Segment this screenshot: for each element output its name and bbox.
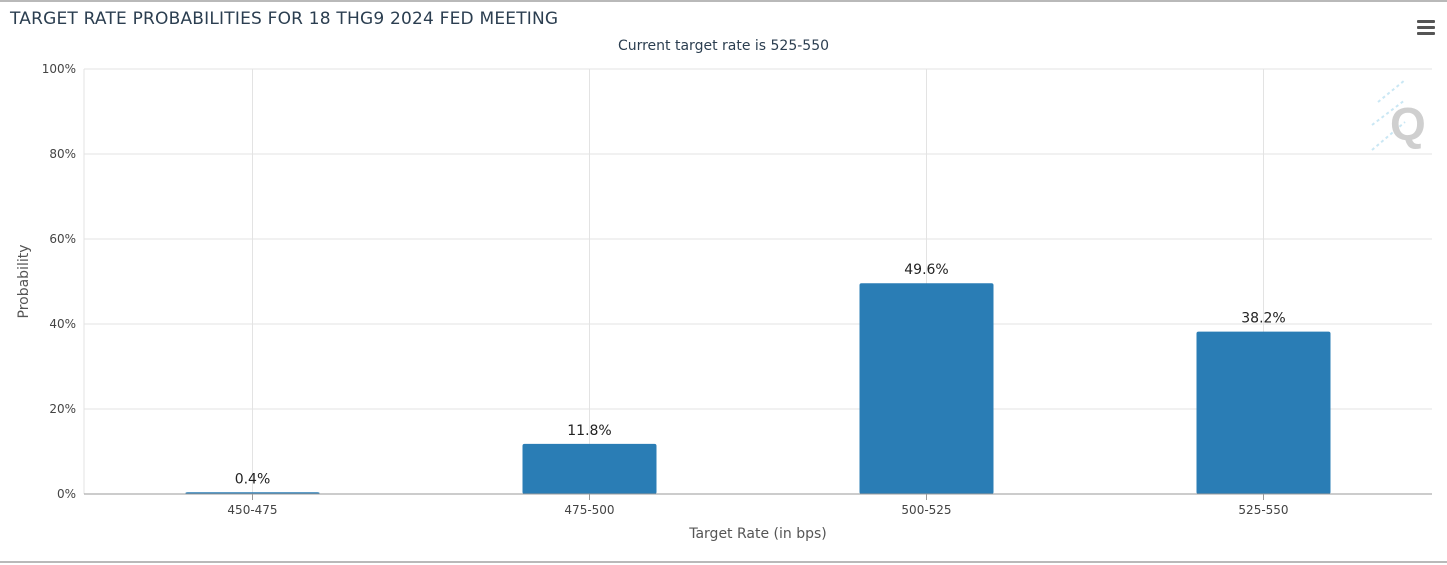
y-tick-label: 20%: [49, 402, 76, 416]
bar: [859, 283, 994, 494]
bottom-border: [0, 561, 1447, 563]
x-tick-label: 475-500: [564, 503, 614, 517]
bar: [1196, 331, 1331, 494]
x-tick-label: 500-525: [901, 503, 951, 517]
hamburger-menu-icon[interactable]: [1415, 18, 1437, 38]
chart-subtitle: Current target rate is 525-550: [617, 38, 830, 54]
data-label: 0.4%: [235, 471, 271, 487]
y-tick-label: 60%: [49, 232, 76, 246]
y-tick-label: 40%: [49, 317, 76, 331]
y-tick-label: 80%: [49, 147, 76, 161]
x-tick-label: 525-550: [1238, 503, 1288, 517]
data-labels: 0.4% 11.8% 49.6% 38.2%: [235, 262, 1286, 487]
data-label: 11.8%: [567, 423, 611, 439]
x-axis-title: Target Rate (in bps): [688, 526, 827, 542]
y-tick-label: 100%: [42, 62, 76, 76]
y-tick-label: 0%: [57, 487, 76, 501]
y-axis-title: Probability: [16, 244, 32, 318]
bar: [522, 443, 657, 494]
data-label: 49.6%: [904, 262, 948, 278]
x-tick-label: 450-475: [227, 503, 277, 517]
data-label: 38.2%: [1241, 311, 1285, 327]
watermark-text: Q: [1390, 98, 1426, 150]
chart-title: TARGET RATE PROBABILITIES FOR 18 THG9 20…: [10, 9, 559, 29]
bars: [185, 283, 1331, 494]
x-axis-ticks: 450-475 475-500 500-525 525-550: [227, 494, 1289, 517]
top-border: [0, 0, 1447, 2]
watermark-logo: Q: [1371, 79, 1426, 151]
y-axis-ticks: 0% 20% 40% 60% 80% 100%: [42, 62, 76, 501]
